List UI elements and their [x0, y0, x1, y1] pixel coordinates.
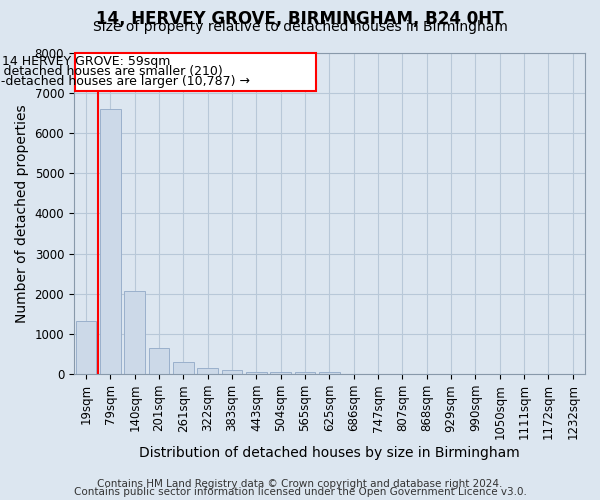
- Text: 14, HERVEY GROVE, BIRMINGHAM, B24 0HT: 14, HERVEY GROVE, BIRMINGHAM, B24 0HT: [96, 10, 504, 28]
- Text: Size of property relative to detached houses in Birmingham: Size of property relative to detached ho…: [92, 20, 508, 34]
- Bar: [319, 372, 340, 374]
- Text: Contains HM Land Registry data © Crown copyright and database right 2024.: Contains HM Land Registry data © Crown c…: [97, 479, 503, 489]
- Bar: [76, 321, 97, 374]
- Bar: [124, 290, 145, 374]
- X-axis label: Distribution of detached houses by size in Birmingham: Distribution of detached houses by size …: [139, 446, 520, 460]
- Y-axis label: Number of detached properties: Number of detached properties: [15, 104, 29, 322]
- Bar: [246, 372, 267, 374]
- Bar: [173, 362, 194, 374]
- Bar: [271, 372, 291, 374]
- Text: 98% of semi-detached houses are larger (10,787) →: 98% of semi-detached houses are larger (…: [0, 74, 250, 88]
- Bar: [149, 348, 169, 374]
- Bar: [197, 368, 218, 374]
- Text: Contains public sector information licensed under the Open Government Licence v3: Contains public sector information licen…: [74, 487, 526, 497]
- Text: ← 2% of detached houses are smaller (210): ← 2% of detached houses are smaller (210…: [0, 64, 223, 78]
- Bar: [222, 370, 242, 374]
- Bar: [295, 372, 316, 374]
- Bar: [75, 52, 316, 90]
- Bar: [100, 109, 121, 374]
- Text: 14 HERVEY GROVE: 59sqm: 14 HERVEY GROVE: 59sqm: [2, 54, 170, 68]
